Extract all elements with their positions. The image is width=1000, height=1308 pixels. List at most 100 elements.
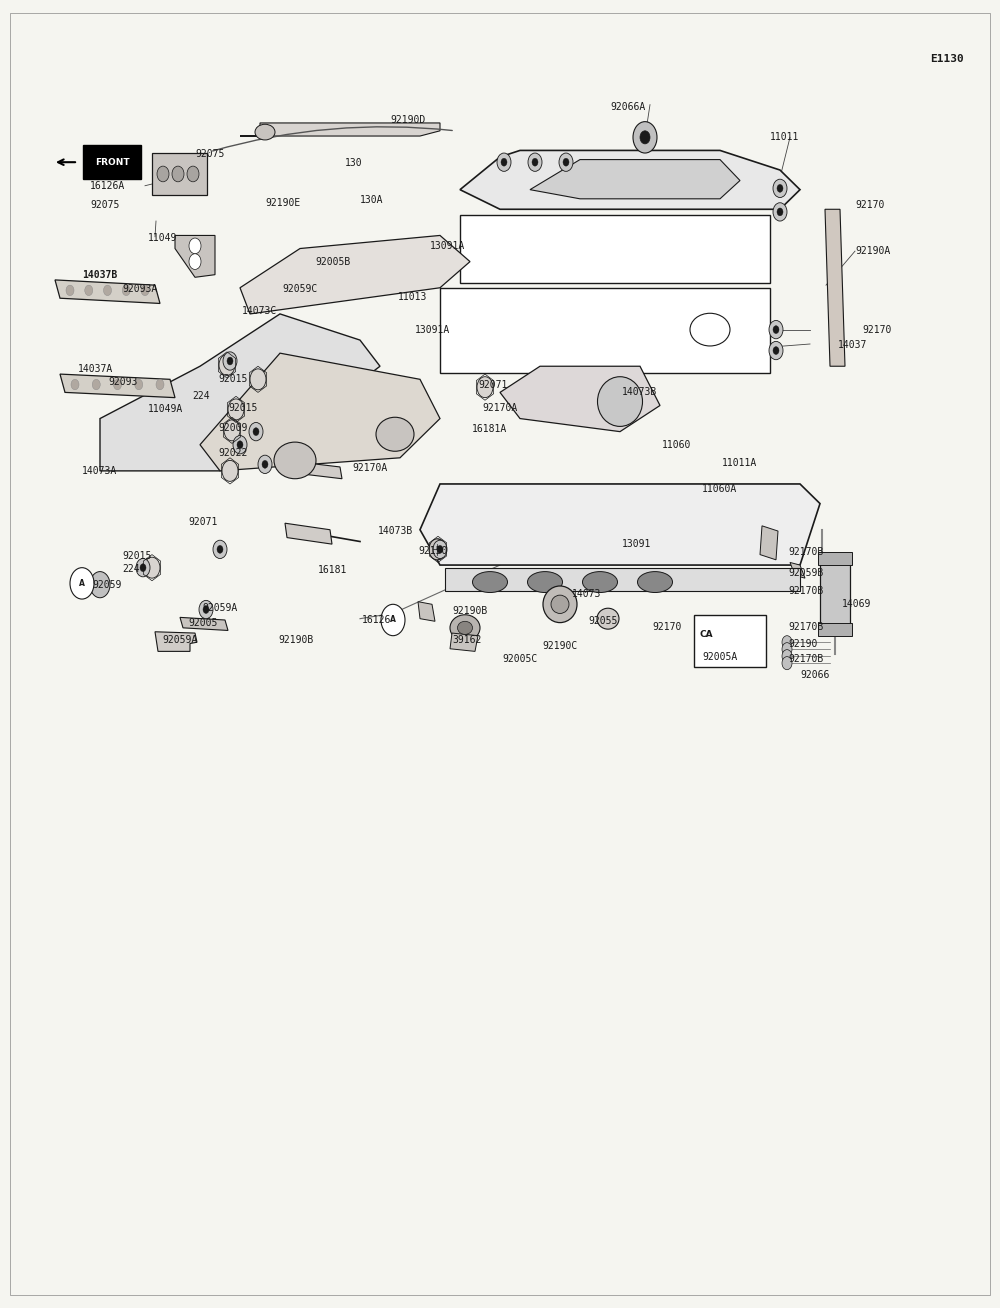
- Text: 16181A: 16181A: [472, 424, 507, 434]
- Text: 92190C: 92190C: [542, 641, 577, 651]
- Ellipse shape: [597, 608, 619, 629]
- Polygon shape: [460, 150, 800, 209]
- Ellipse shape: [376, 417, 414, 451]
- Text: 11013: 11013: [398, 292, 427, 302]
- Circle shape: [773, 347, 779, 354]
- Circle shape: [429, 539, 445, 560]
- Circle shape: [85, 285, 93, 296]
- Text: 92009: 92009: [218, 422, 247, 433]
- Circle shape: [563, 158, 569, 166]
- Text: 130: 130: [345, 158, 363, 169]
- Bar: [818, 552, 852, 565]
- Text: 92170: 92170: [652, 621, 681, 632]
- Circle shape: [253, 428, 259, 436]
- Text: 92170: 92170: [855, 200, 884, 211]
- Text: 92190B: 92190B: [278, 634, 313, 645]
- Text: 92075: 92075: [90, 200, 119, 211]
- Ellipse shape: [638, 572, 672, 593]
- Circle shape: [140, 564, 146, 572]
- Bar: [820, 562, 850, 625]
- Circle shape: [258, 455, 272, 473]
- Text: 92190: 92190: [788, 638, 817, 649]
- Ellipse shape: [582, 572, 618, 593]
- Text: 11060: 11060: [662, 439, 691, 450]
- Circle shape: [262, 460, 268, 468]
- Text: 92005: 92005: [188, 617, 217, 628]
- Text: 92015: 92015: [228, 403, 257, 413]
- Text: 16126A: 16126A: [90, 181, 125, 191]
- Text: 92170B: 92170B: [788, 654, 823, 664]
- Circle shape: [90, 572, 110, 598]
- Ellipse shape: [450, 615, 480, 641]
- Circle shape: [633, 122, 657, 153]
- Text: 92170B: 92170B: [788, 586, 823, 596]
- Circle shape: [640, 131, 650, 144]
- Text: 11060A: 11060A: [702, 484, 737, 494]
- Text: 92005A: 92005A: [702, 651, 737, 662]
- Polygon shape: [760, 526, 778, 560]
- Polygon shape: [285, 523, 332, 544]
- Circle shape: [433, 540, 447, 559]
- Text: 92170A: 92170A: [352, 463, 387, 473]
- Text: 14073C: 14073C: [242, 306, 277, 317]
- Circle shape: [217, 545, 223, 553]
- Text: 92059A: 92059A: [162, 634, 197, 645]
- Bar: [152, 153, 207, 195]
- FancyArrowPatch shape: [58, 160, 75, 165]
- Text: 14073: 14073: [572, 589, 601, 599]
- Text: 92093: 92093: [108, 377, 137, 387]
- Circle shape: [141, 285, 149, 296]
- Polygon shape: [180, 617, 228, 630]
- Circle shape: [782, 642, 792, 655]
- Circle shape: [250, 369, 266, 390]
- Ellipse shape: [690, 313, 730, 345]
- Text: 92059: 92059: [92, 579, 121, 590]
- Circle shape: [135, 379, 143, 390]
- Text: 92059B: 92059B: [788, 568, 823, 578]
- Text: E1130: E1130: [930, 54, 964, 64]
- Circle shape: [532, 158, 538, 166]
- Circle shape: [782, 636, 792, 649]
- Ellipse shape: [528, 572, 562, 593]
- Text: 92015: 92015: [218, 374, 247, 385]
- Circle shape: [222, 460, 238, 481]
- Text: 16181: 16181: [318, 565, 347, 576]
- Text: 92066: 92066: [800, 670, 829, 680]
- Circle shape: [782, 650, 792, 663]
- Text: 130A: 130A: [360, 195, 384, 205]
- Text: 92170B: 92170B: [788, 621, 823, 632]
- Polygon shape: [790, 562, 805, 578]
- Polygon shape: [285, 460, 342, 479]
- Text: A: A: [79, 579, 85, 587]
- Circle shape: [528, 153, 542, 171]
- Circle shape: [501, 158, 507, 166]
- Text: 14073B: 14073B: [378, 526, 413, 536]
- Text: 92022: 92022: [218, 447, 247, 458]
- Text: 92071: 92071: [188, 517, 217, 527]
- Text: 92150: 92150: [418, 545, 447, 556]
- Text: CA: CA: [700, 630, 714, 640]
- Polygon shape: [500, 366, 660, 432]
- Circle shape: [92, 379, 100, 390]
- Polygon shape: [100, 314, 380, 471]
- Text: 92055: 92055: [588, 616, 617, 627]
- Circle shape: [769, 320, 783, 339]
- Text: 92059C: 92059C: [282, 284, 317, 294]
- Text: FRONT: FRONT: [95, 158, 129, 166]
- Polygon shape: [530, 160, 740, 199]
- Polygon shape: [200, 353, 440, 471]
- Circle shape: [136, 559, 150, 577]
- Text: 14069: 14069: [842, 599, 871, 610]
- Polygon shape: [155, 632, 197, 651]
- Text: 14073A: 14073A: [82, 466, 117, 476]
- Circle shape: [199, 600, 213, 619]
- Circle shape: [104, 285, 112, 296]
- Text: 92059A: 92059A: [202, 603, 237, 613]
- Text: 92005B: 92005B: [315, 256, 350, 267]
- Polygon shape: [825, 209, 845, 366]
- Circle shape: [157, 166, 169, 182]
- Text: 39162: 39162: [452, 634, 481, 645]
- Text: 92093A: 92093A: [122, 284, 157, 294]
- Text: 92190E: 92190E: [265, 198, 300, 208]
- Circle shape: [203, 606, 209, 613]
